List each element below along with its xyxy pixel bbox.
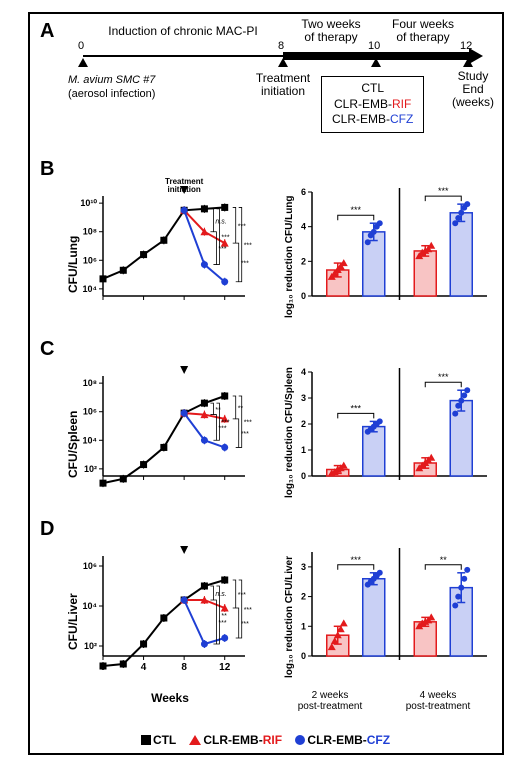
svg-text:10⁸: 10⁸ — [83, 378, 97, 388]
svg-text:***: *** — [241, 431, 249, 438]
svg-text:n.s.: n.s. — [215, 591, 226, 598]
x-label-weeks: Weeks — [100, 692, 240, 705]
svg-text:***: *** — [350, 403, 361, 413]
svg-text:***: *** — [350, 555, 361, 565]
legend-rif: CLR-EMB-RIF — [203, 733, 282, 747]
barplot-b: 0 2 4 6 *** *** — [288, 178, 493, 318]
figure-root: A 0 8 10 12 Induction of chronic MAC-PI … — [0, 0, 531, 770]
bottom-left1: M. avium SMC #7 — [68, 74, 155, 86]
lineplot-d: 10²10⁴10⁶04812n.s.************** — [68, 538, 253, 678]
panel-letter-d: D — [40, 518, 54, 541]
svg-text:**: ** — [440, 555, 448, 565]
svg-text:10¹⁰: 10¹⁰ — [80, 198, 97, 208]
panel-letter-b: B — [40, 158, 54, 181]
lineplot-c: 10²10⁴10⁶10⁸**************** — [68, 358, 253, 498]
tick-label-8: 8 — [278, 40, 284, 52]
svg-text:**: ** — [221, 613, 227, 620]
treatment-box: CTL CLR-EMB-RIFCLR-EMB-RIF CLR-EMB-CFZ — [321, 76, 424, 133]
svg-text:6: 6 — [301, 187, 306, 197]
bottom-mid: Treatment initiation — [248, 72, 318, 98]
box-line-rif: CLR-EMB-RIFCLR-EMB-RIF — [332, 97, 413, 113]
panel-a: A 0 8 10 12 Induction of chronic MAC-PI … — [28, 12, 504, 150]
svg-text:4: 4 — [301, 222, 306, 232]
row-b: B CFU/Lung log₁₀ reduction CFU/Lung 10⁴1… — [28, 158, 504, 333]
svg-text:***: *** — [244, 243, 252, 250]
bottom-left2: (aerosol infection) — [68, 88, 155, 100]
svg-text:0: 0 — [301, 651, 306, 661]
svg-text:***: *** — [244, 420, 252, 427]
legend-circle-icon — [295, 735, 305, 745]
svg-text:***: *** — [218, 425, 226, 432]
svg-text:***: *** — [244, 607, 252, 614]
svg-text:1: 1 — [301, 445, 306, 455]
svg-text:***: *** — [241, 621, 249, 628]
timeline-tick-12 — [463, 58, 473, 67]
svg-text:3: 3 — [301, 393, 306, 403]
phase2-label: Two weeks of therapy — [286, 18, 376, 44]
svg-text:***: *** — [438, 372, 449, 382]
row-c: C CFU/Spleen log₁₀ reduction CFU/Spleen … — [28, 338, 504, 513]
barplot-d: 0123***** — [288, 538, 493, 678]
svg-text:***: *** — [350, 205, 361, 215]
panel-letter-c: C — [40, 338, 54, 361]
phase1-label: Induction of chronic MAC-PI — [88, 24, 278, 38]
box-line-ctl: CTL — [332, 81, 413, 97]
svg-text:2: 2 — [301, 256, 306, 266]
barplot-c: 0 1 2 3 4 *** *** — [288, 358, 493, 498]
svg-text:0: 0 — [301, 471, 306, 481]
timeline-tick-0 — [78, 58, 88, 67]
bar-xlabel-1: 2 weeks post-treatment — [290, 690, 370, 712]
svg-text:***: *** — [241, 260, 249, 267]
svg-text:***: *** — [218, 620, 226, 627]
svg-text:10⁶: 10⁶ — [83, 255, 97, 265]
svg-text:10⁴: 10⁴ — [83, 435, 97, 445]
svg-text:2: 2 — [301, 419, 306, 429]
svg-text:10⁴: 10⁴ — [83, 601, 97, 611]
svg-text:10⁶: 10⁶ — [83, 561, 97, 571]
row-d: D CFU/Liver log₁₀ reduction CFU/Liver 10… — [28, 518, 504, 693]
svg-text:***: *** — [218, 246, 226, 253]
svg-text:***: *** — [221, 235, 229, 242]
figure-legend: CTL CLR-EMB-RIF CLR-EMB-CFZ — [0, 733, 531, 747]
bottom-right: Study End (weeks) — [448, 70, 498, 110]
svg-text:10⁶: 10⁶ — [83, 407, 97, 417]
svg-text:10⁴: 10⁴ — [83, 284, 97, 294]
timeline-thin — [83, 55, 283, 57]
svg-text:***: *** — [438, 186, 449, 196]
timeline-tick-10 — [371, 58, 381, 67]
svg-text:3: 3 — [301, 562, 306, 572]
legend-square-icon — [141, 735, 151, 745]
svg-text:4: 4 — [301, 367, 306, 377]
phase3-label: Four weeks of therapy — [378, 18, 468, 44]
svg-text:4: 4 — [141, 662, 147, 673]
svg-text:initiation: initiation — [167, 185, 200, 194]
tick-label-0: 0 — [78, 40, 84, 52]
legend-cfz: CLR-EMB-CFZ — [307, 733, 390, 747]
svg-text:12: 12 — [219, 662, 231, 673]
box-line-cfz: CLR-EMB-CFZ — [332, 112, 413, 128]
svg-text:**: ** — [238, 405, 244, 412]
legend-triangle-icon — [189, 735, 201, 745]
svg-text:0: 0 — [301, 291, 306, 301]
svg-text:n.s.: n.s. — [215, 218, 226, 225]
svg-text:10²: 10² — [84, 464, 97, 474]
svg-text:1: 1 — [301, 621, 306, 631]
bar-xlabel-2: 4 weeks post-treatment — [398, 690, 478, 712]
timeline-tick-8 — [278, 58, 288, 67]
svg-text:10²: 10² — [84, 641, 97, 651]
svg-text:10⁸: 10⁸ — [83, 227, 97, 237]
panel-letter-a: A — [40, 20, 54, 43]
lineplot-b: 10⁴10⁶10⁸10¹⁰Treatmentinitiationn.s.****… — [68, 178, 253, 318]
svg-text:8: 8 — [181, 662, 187, 673]
legend-ctl: CTL — [153, 733, 176, 747]
svg-text:2: 2 — [301, 592, 306, 602]
svg-text:**: ** — [215, 407, 221, 414]
